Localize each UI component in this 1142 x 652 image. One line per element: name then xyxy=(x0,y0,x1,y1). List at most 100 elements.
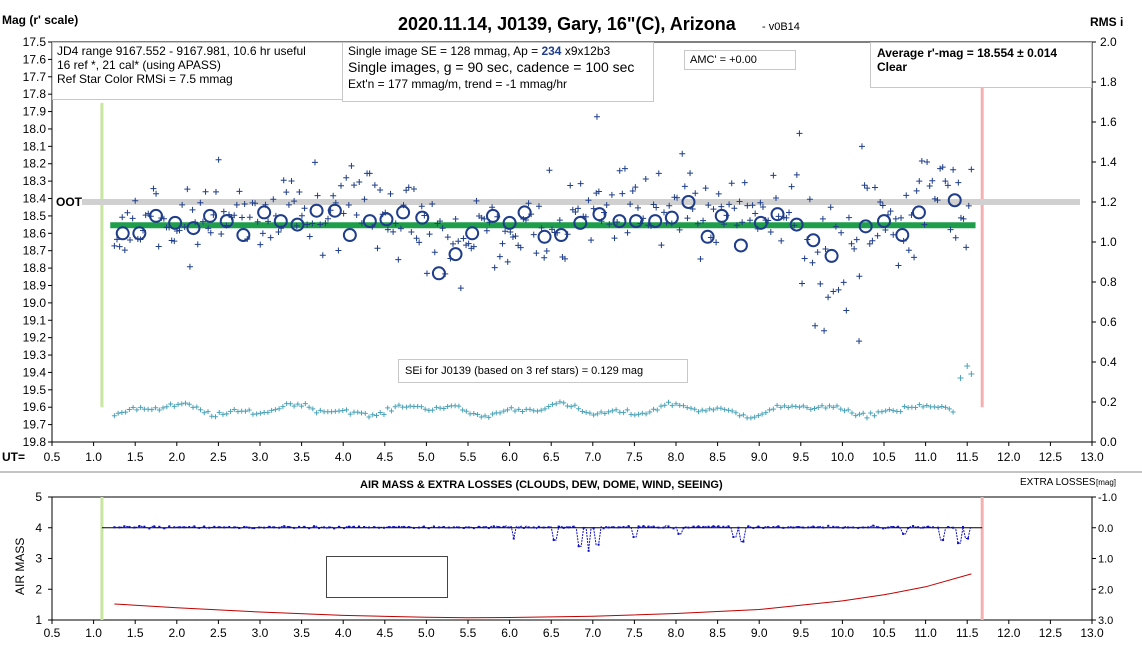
rms-point xyxy=(224,411,230,417)
rms-point xyxy=(898,409,904,415)
single-image-point xyxy=(535,203,542,210)
airmass-curve xyxy=(114,573,972,619)
single-image-point xyxy=(801,255,808,262)
single-image-point xyxy=(338,182,345,189)
rms-point xyxy=(804,405,810,411)
airmass-x-tick-label: 10.5 xyxy=(872,626,896,640)
single-image-point xyxy=(726,201,733,208)
single-image-point xyxy=(684,215,691,222)
airmass-x-tick-label: 7.0 xyxy=(584,626,601,640)
single-image-point xyxy=(390,228,397,235)
single-image-point xyxy=(119,214,126,221)
single-image-point xyxy=(179,201,186,208)
extra-losses-point xyxy=(233,526,236,529)
extra-losses-point xyxy=(417,526,420,529)
single-image-point xyxy=(840,279,847,286)
single-image-point xyxy=(871,184,878,191)
single-image-point xyxy=(335,247,342,254)
extra-losses-point xyxy=(632,535,635,538)
extra-losses-point xyxy=(677,532,680,535)
extra-losses-point xyxy=(387,526,390,529)
rms-point xyxy=(344,407,350,413)
rms-point xyxy=(946,406,952,412)
binned-mag-circle xyxy=(502,215,517,230)
single-image-point xyxy=(218,231,225,238)
airmass-panel: AIR MASS & EXTRA LOSSES (CLOUDS, DEW, DO… xyxy=(0,471,1142,640)
single-image-point xyxy=(890,231,897,238)
rms-point xyxy=(396,402,402,408)
extra-losses-point xyxy=(133,526,136,529)
extra-losses-point xyxy=(917,526,920,529)
info-jd-line: JD4 range 9167.552 - 9167.981, 10.6 hr u… xyxy=(57,44,306,58)
extra-losses-point xyxy=(148,527,151,530)
y-right-tick-label: 0.0 xyxy=(1100,435,1117,449)
single-image-point xyxy=(827,204,834,211)
extra-losses-point xyxy=(183,526,186,529)
single-image-point xyxy=(314,192,321,199)
extra-losses-point xyxy=(907,527,910,530)
rms-point xyxy=(647,409,653,415)
rms-point xyxy=(763,410,769,416)
airmass-axis-label: AIR MASS xyxy=(13,538,27,595)
single-image-point xyxy=(838,229,845,236)
single-image-point xyxy=(715,190,722,197)
airmass-tick-label: 2 xyxy=(35,582,42,596)
rms-point xyxy=(201,410,207,416)
rms-point xyxy=(516,406,522,412)
single-image-point xyxy=(619,190,626,197)
single-image-point xyxy=(655,170,662,177)
single-image-point xyxy=(830,288,837,295)
single-image-point xyxy=(588,237,595,244)
extra-losses-point xyxy=(737,526,740,529)
single-image-point xyxy=(944,182,951,189)
extra-losses-point xyxy=(587,549,590,552)
single-image-point xyxy=(142,212,149,219)
single-image-point xyxy=(184,186,191,193)
extra-losses-point xyxy=(897,525,900,528)
airmass-x-tick-label: 12.0 xyxy=(997,626,1021,640)
rms-point xyxy=(519,408,525,414)
binned-mag-circle xyxy=(554,228,569,243)
single-image-point xyxy=(593,190,600,197)
single-image-point xyxy=(436,218,443,225)
single-image-point xyxy=(517,244,524,251)
binned-mag-circle xyxy=(203,208,218,223)
rms-point xyxy=(291,403,297,409)
single-image-point xyxy=(679,150,686,157)
binned-mag-circle xyxy=(648,214,663,229)
airmass-x-tick-label: 2.5 xyxy=(210,626,227,640)
extra-losses-point xyxy=(363,526,365,529)
extra-losses-point xyxy=(163,527,166,530)
rms-point xyxy=(815,404,821,410)
rms-point xyxy=(827,403,833,409)
extra-losses-point xyxy=(288,526,291,529)
rms-point xyxy=(302,401,308,407)
single-image-point xyxy=(444,234,451,241)
single-image-point xyxy=(416,239,423,246)
y-right-tick-label: 0.4 xyxy=(1100,355,1117,369)
y-left-tick-label: 18.0 xyxy=(23,122,47,136)
extra-losses-point xyxy=(457,526,460,529)
single-image-point xyxy=(866,240,873,247)
extra-losses-point xyxy=(742,540,745,543)
rms-point xyxy=(737,413,743,419)
y-right-tick-label: 1.2 xyxy=(1100,195,1117,209)
extra-losses-point xyxy=(697,525,700,528)
airmass-x-tick-label: 3.5 xyxy=(293,626,310,640)
single-image-point xyxy=(233,201,240,208)
binned-mag-circle xyxy=(517,205,532,220)
single-image-point xyxy=(530,231,537,238)
single-image-point xyxy=(499,240,506,247)
airmass-x-tick-label: 1.5 xyxy=(127,626,144,640)
single-image-point xyxy=(317,221,324,228)
rms-point xyxy=(576,406,582,412)
extra-losses-point xyxy=(842,526,845,529)
extra-losses-point xyxy=(542,526,545,529)
single-image-point xyxy=(905,247,912,254)
single-image-point xyxy=(694,220,701,227)
y-axis-right-label: RMS i xyxy=(1090,15,1123,29)
binned-mag-circle xyxy=(431,266,446,281)
rms-point xyxy=(538,407,544,413)
binned-mag-circle xyxy=(612,214,627,229)
rms-point xyxy=(235,409,241,415)
